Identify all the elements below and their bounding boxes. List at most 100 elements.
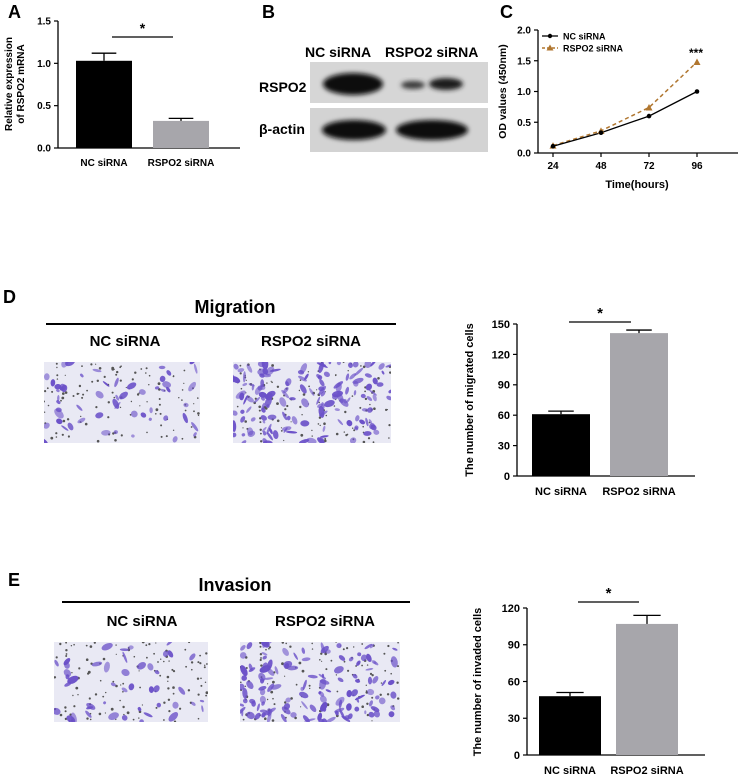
stained-cell xyxy=(300,363,308,374)
stained-cell xyxy=(253,397,261,403)
membrane-pore xyxy=(301,669,305,673)
stained-cell xyxy=(95,390,104,399)
membrane-pore xyxy=(267,683,269,685)
membrane-pore xyxy=(197,412,200,415)
y-tick-label: 120 xyxy=(502,603,520,615)
bar-rspo2-sirna xyxy=(610,333,668,476)
membrane-pore xyxy=(122,691,124,693)
membrane-pore xyxy=(62,392,65,395)
stained-cell xyxy=(245,395,254,403)
significance-marker: * xyxy=(606,585,612,602)
membrane-pore xyxy=(98,712,102,716)
stained-cell xyxy=(387,679,395,686)
membrane-pore xyxy=(204,664,206,666)
membrane-pore xyxy=(81,396,84,399)
membrane-pore xyxy=(397,697,400,700)
membrane-pore xyxy=(119,366,122,369)
stained-cell xyxy=(336,643,342,649)
stained-cell xyxy=(373,429,380,435)
stained-cell xyxy=(189,653,196,661)
stained-cell xyxy=(50,379,56,387)
stained-cell xyxy=(280,714,287,722)
membrane-pore xyxy=(183,382,185,384)
stained-cell xyxy=(349,437,357,443)
stained-cell xyxy=(242,383,248,386)
stained-cell xyxy=(259,373,272,378)
membrane-pore xyxy=(373,407,376,410)
membrane-pore xyxy=(160,435,163,438)
stained-cell xyxy=(267,707,276,714)
membrane-pore xyxy=(155,408,159,412)
membrane-pore xyxy=(197,397,199,399)
stained-cell xyxy=(290,712,297,718)
membrane-pore xyxy=(397,665,399,668)
membrane-pore xyxy=(264,717,267,720)
membrane-pore xyxy=(172,375,175,378)
membrane-pore xyxy=(55,656,58,659)
stained-cell xyxy=(368,419,373,425)
stained-cell xyxy=(337,419,344,426)
membrane-pore xyxy=(298,389,301,392)
stained-cell xyxy=(304,373,309,381)
membrane-pore xyxy=(84,422,88,426)
membrane-pore xyxy=(324,439,327,443)
membrane-pore xyxy=(133,655,136,658)
membrane-pore xyxy=(284,675,286,677)
stained-cell xyxy=(131,434,135,438)
stained-cell xyxy=(370,706,380,712)
membrane-pore xyxy=(265,648,267,651)
membrane-pore xyxy=(80,415,82,418)
membrane-pore xyxy=(280,427,283,429)
membrane-pore xyxy=(260,657,262,659)
membrane-pore xyxy=(365,690,368,692)
membrane-pore xyxy=(44,411,46,413)
stained-cell xyxy=(336,362,341,366)
membrane-pore xyxy=(172,692,175,695)
stained-cell xyxy=(119,648,130,652)
membrane-pore xyxy=(60,399,62,402)
stained-cell xyxy=(357,652,362,657)
stained-cell xyxy=(54,408,64,419)
stained-cell xyxy=(373,710,380,718)
stained-cell xyxy=(262,438,268,443)
stained-cell xyxy=(267,414,277,420)
stained-cell xyxy=(261,701,265,706)
membrane-pore xyxy=(260,432,262,435)
stained-cell xyxy=(178,686,186,695)
membrane-pore xyxy=(99,679,102,682)
membrane-pore xyxy=(148,384,150,386)
stained-cell xyxy=(390,656,398,668)
membrane-pore xyxy=(259,653,263,656)
stained-cell xyxy=(168,712,179,722)
stained-cell xyxy=(354,694,365,701)
stained-cell xyxy=(139,719,144,722)
stained-cell xyxy=(256,703,260,712)
membrane-pore xyxy=(105,691,107,694)
membrane-pore xyxy=(383,652,386,655)
stained-cell xyxy=(95,412,104,419)
chart-c: 0.0 0.5 1.0 1.5 2.0 24 48 72 96 Time(hours) OD val… xyxy=(497,26,738,191)
bar-nc-sirna xyxy=(76,60,132,148)
x-tick-label: NC siRNA xyxy=(535,486,587,498)
chart-a: 0.0 0.5 1.0 1.5 NC siRNA RSPO2 siRNA * Relative… xyxy=(4,17,240,169)
membrane-pore xyxy=(78,393,80,395)
stained-cell xyxy=(319,679,330,685)
stained-cell xyxy=(163,415,169,421)
stained-cell xyxy=(159,375,166,382)
stained-cell xyxy=(242,698,248,704)
membrane-pore xyxy=(65,649,68,652)
membrane-pore xyxy=(244,420,247,423)
membrane-pore xyxy=(362,425,364,428)
membrane-pore xyxy=(56,374,59,377)
stained-cell xyxy=(259,688,266,696)
membrane-pore xyxy=(120,434,123,437)
membrane-pore xyxy=(59,713,63,717)
membrane-pore xyxy=(130,400,133,403)
stained-cell xyxy=(86,702,96,710)
stained-cell xyxy=(365,383,373,391)
membrane-pore xyxy=(386,409,388,411)
membrane-pore xyxy=(203,666,206,669)
stained-cell xyxy=(346,703,352,711)
membrane-pore xyxy=(163,719,165,721)
stained-cell xyxy=(351,689,358,697)
